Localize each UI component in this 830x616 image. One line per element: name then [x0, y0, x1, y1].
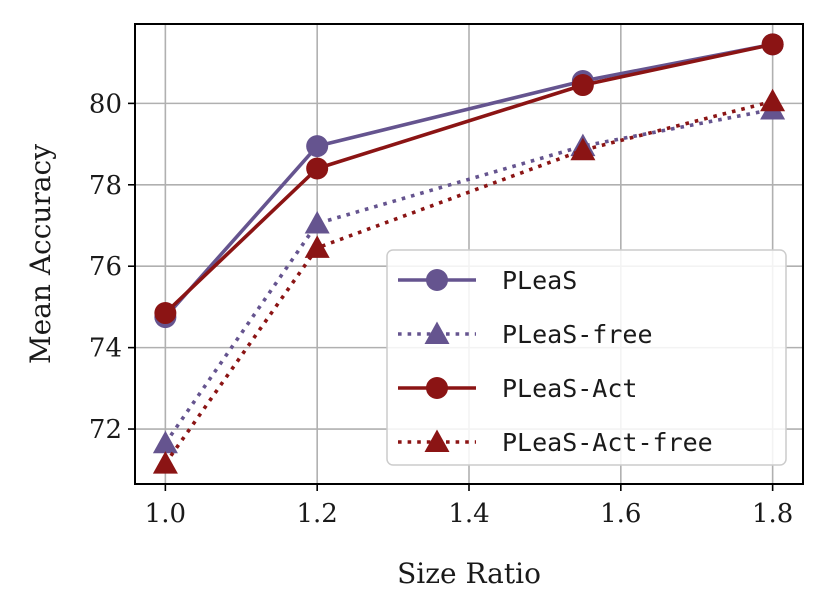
legend-marker-pleas-free: [424, 321, 450, 344]
data-point-pleas-act-free: [304, 235, 330, 258]
y-tick-label: 76: [89, 252, 122, 282]
data-point-pleas-act: [306, 157, 329, 180]
legend-item-pleas-act: PLeaS-Act: [398, 374, 637, 403]
series-line-pleas: [164, 42, 773, 319]
legend-label-pleas-act: PLeaS-Act: [502, 374, 637, 403]
series-line-pleas-free: [163, 107, 773, 445]
data-point-pleas: [306, 135, 329, 158]
legend-marker-pleas-act: [426, 377, 448, 399]
x-tick-label: 1.6: [600, 499, 641, 529]
legend-label-pleas-act-free: PLeaS-Act-free: [502, 428, 713, 457]
x-tick-label: 1.4: [448, 499, 489, 529]
x-axis-title: Size Ratio: [397, 557, 541, 590]
series-layer: [152, 33, 786, 474]
x-tick-label: 1.0: [145, 499, 186, 529]
x-tick-label: 1.8: [752, 499, 793, 529]
series-pleas-act-free: [152, 88, 786, 474]
legend-item-pleas-act-free: PLeaS-Act-free: [398, 428, 713, 457]
data-point-pleas-act: [761, 33, 784, 56]
data-point-pleas-free: [152, 430, 178, 454]
data-point-pleas-act: [571, 74, 594, 97]
y-tick-label: 80: [89, 89, 122, 119]
legend-box: [386, 249, 787, 466]
x-tick-label: 1.2: [297, 499, 338, 529]
data-point-pleas-act: [154, 302, 177, 325]
legend-marker-pleas-act-free: [424, 429, 450, 452]
y-tick-label: 78: [89, 171, 122, 201]
data-point-pleas-free: [304, 211, 330, 234]
legend-label-pleas: PLeaS: [502, 266, 577, 295]
series-line-pleas-act-free: [163, 99, 774, 465]
y-axis-title: Mean Accuracy: [24, 144, 57, 364]
data-point-pleas-act-free: [760, 88, 786, 112]
legend-label-pleas-free: PLeaS-free: [502, 320, 653, 349]
y-tick-label: 72: [89, 415, 122, 445]
legend-marker-pleas: [426, 269, 448, 291]
legend-items: PLeaS PLeaS-free PLeaS-Act PLeaS-Act-free: [398, 266, 713, 457]
data-point-pleas-act-free: [152, 451, 178, 474]
legend-item-pleas-free: PLeaS-free: [398, 320, 653, 349]
series-line-pleas-act: [164, 42, 773, 315]
data-point-pleas-act-free: [570, 137, 596, 161]
series-pleas-act: [154, 33, 784, 325]
legend: PLeaS PLeaS-free PLeaS-Act PLeaS-Act-free: [386, 249, 787, 466]
axis-ticks: 1.0 1.2 1.4 1.6 1.8 72 74 76 78 80: [89, 89, 793, 529]
y-tick-label: 74: [89, 334, 122, 364]
legend-item-pleas: PLeaS: [398, 266, 577, 295]
